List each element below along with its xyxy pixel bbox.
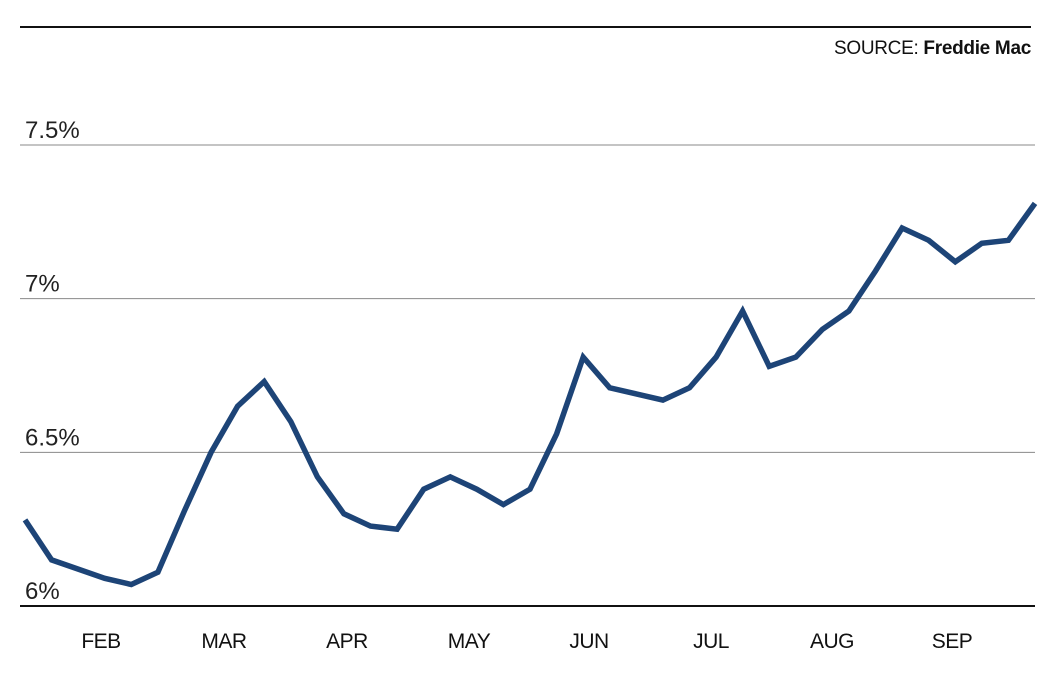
rate-series-line — [22, 201, 1038, 588]
y-tick-label: 7.5% — [25, 117, 80, 144]
y-tick-label: 6.5% — [25, 424, 80, 451]
source-label: SOURCE: — [833, 38, 919, 59]
x-tick-label: AUG — [810, 630, 854, 653]
x-tick-label: FEB — [81, 630, 120, 653]
x-tick-label: JUN — [569, 630, 608, 653]
x-tick-label: SEP — [932, 630, 973, 653]
source-credit: SOURCE: Freddie Mac — [834, 38, 1031, 60]
x-tick-label: JUL — [693, 630, 729, 653]
source-name: Freddie Mac — [923, 38, 1031, 59]
y-tick-label: 7% — [25, 271, 60, 298]
x-tick-label: MAY — [448, 630, 491, 653]
y-tick-label: 6% — [25, 578, 60, 605]
x-tick-label: APR — [326, 630, 368, 653]
x-tick-label: MAR — [201, 630, 247, 653]
